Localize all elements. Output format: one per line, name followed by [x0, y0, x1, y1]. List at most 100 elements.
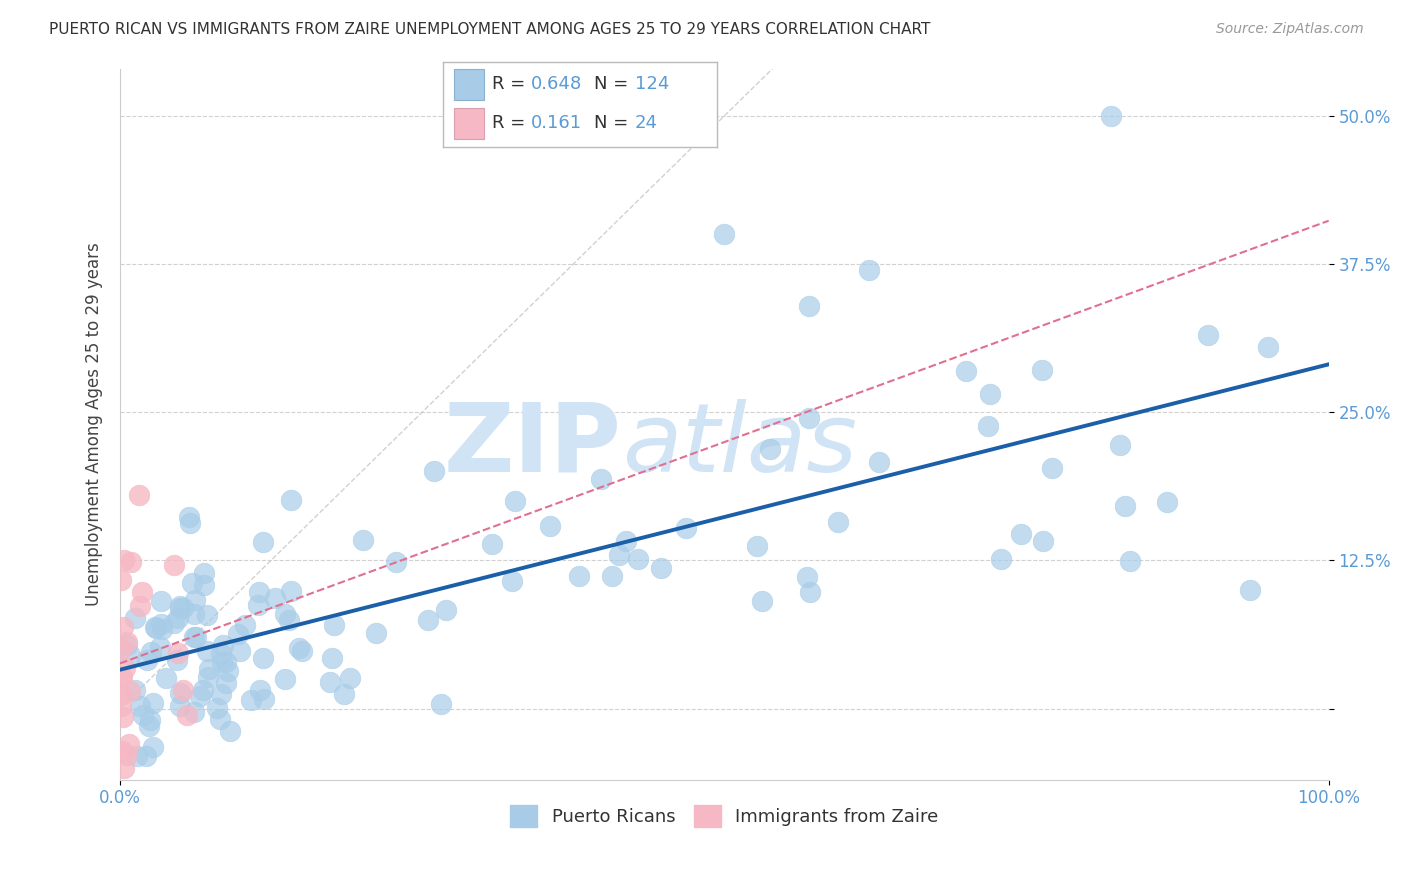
Point — [117, 748, 139, 763]
Point — [214, 655, 236, 669]
Bar — [454, 108, 484, 139]
Point — [139, 714, 162, 728]
Point — [166, 653, 188, 667]
Point — [1114, 500, 1136, 514]
Text: N =: N = — [593, 114, 634, 132]
Point — [125, 748, 148, 763]
Point — [229, 644, 252, 658]
Point — [111, 670, 134, 684]
Point — [1040, 461, 1063, 475]
Point — [627, 552, 650, 566]
Point — [172, 683, 194, 698]
Point — [247, 598, 270, 612]
Point — [128, 488, 150, 502]
Point — [176, 708, 198, 723]
Point — [339, 671, 361, 685]
Point — [118, 684, 141, 698]
Point — [747, 539, 769, 553]
Point — [990, 551, 1012, 566]
Point — [148, 640, 170, 654]
Point — [145, 621, 167, 635]
Point — [274, 672, 297, 686]
Text: N =: N = — [593, 76, 634, 94]
Point — [169, 601, 191, 615]
Point — [183, 630, 205, 644]
Point — [205, 700, 228, 714]
Point — [131, 708, 153, 723]
Point — [423, 464, 446, 478]
Text: 0.648: 0.648 — [530, 76, 582, 94]
Point — [155, 671, 177, 685]
Point — [1010, 527, 1032, 541]
Point — [713, 227, 735, 242]
Point — [352, 533, 374, 548]
Point — [1239, 582, 1261, 597]
Point — [217, 664, 239, 678]
Point — [979, 387, 1001, 401]
Text: atlas: atlas — [621, 399, 856, 491]
Point — [384, 555, 406, 569]
Point — [323, 617, 346, 632]
Point — [858, 263, 880, 277]
Point — [138, 719, 160, 733]
Point — [118, 737, 141, 751]
Text: R =: R = — [492, 76, 531, 94]
Point — [149, 594, 172, 608]
Point — [112, 761, 135, 775]
Point — [1156, 495, 1178, 509]
Point — [434, 603, 457, 617]
Point — [955, 364, 977, 378]
Text: PUERTO RICAN VS IMMIGRANTS FROM ZAIRE UNEMPLOYMENT AMONG AGES 25 TO 29 YEARS COR: PUERTO RICAN VS IMMIGRANTS FROM ZAIRE UN… — [49, 22, 931, 37]
Point — [1119, 554, 1142, 568]
Point — [319, 674, 342, 689]
Point — [481, 537, 503, 551]
Point — [129, 599, 152, 613]
Point — [288, 640, 311, 655]
Point — [430, 698, 453, 712]
Point — [152, 622, 174, 636]
Point — [197, 670, 219, 684]
Point — [226, 627, 249, 641]
Text: R =: R = — [492, 114, 531, 132]
Point — [675, 521, 697, 535]
Point — [538, 519, 561, 533]
Point — [169, 599, 191, 613]
Point — [172, 600, 194, 615]
Text: Source: ZipAtlas.com: Source: ZipAtlas.com — [1216, 22, 1364, 37]
Y-axis label: Unemployment Among Ages 25 to 29 years: Unemployment Among Ages 25 to 29 years — [86, 243, 103, 606]
Point — [136, 653, 159, 667]
Point — [215, 675, 238, 690]
Point — [1257, 340, 1279, 354]
Point — [142, 696, 165, 710]
Point — [589, 472, 612, 486]
Point — [163, 558, 186, 573]
Point — [614, 534, 637, 549]
Point — [142, 740, 165, 755]
Point — [278, 613, 301, 627]
Point — [247, 584, 270, 599]
Point — [218, 723, 240, 738]
Point — [759, 442, 782, 457]
Point — [135, 748, 157, 763]
Point — [501, 574, 523, 589]
Point — [1099, 109, 1122, 123]
Point — [169, 686, 191, 700]
Point — [143, 620, 166, 634]
Point — [115, 634, 138, 648]
Point — [799, 411, 821, 425]
Point — [211, 655, 233, 669]
Point — [124, 683, 146, 698]
Point — [188, 689, 211, 703]
Point — [110, 668, 132, 682]
Point — [118, 648, 141, 662]
Point — [149, 617, 172, 632]
Point — [280, 583, 302, 598]
Point — [193, 682, 215, 697]
Point — [1032, 534, 1054, 549]
Point — [505, 493, 527, 508]
Point — [797, 299, 820, 313]
Point — [1108, 438, 1130, 452]
Point — [197, 644, 219, 658]
Point — [321, 650, 343, 665]
Point — [163, 615, 186, 630]
